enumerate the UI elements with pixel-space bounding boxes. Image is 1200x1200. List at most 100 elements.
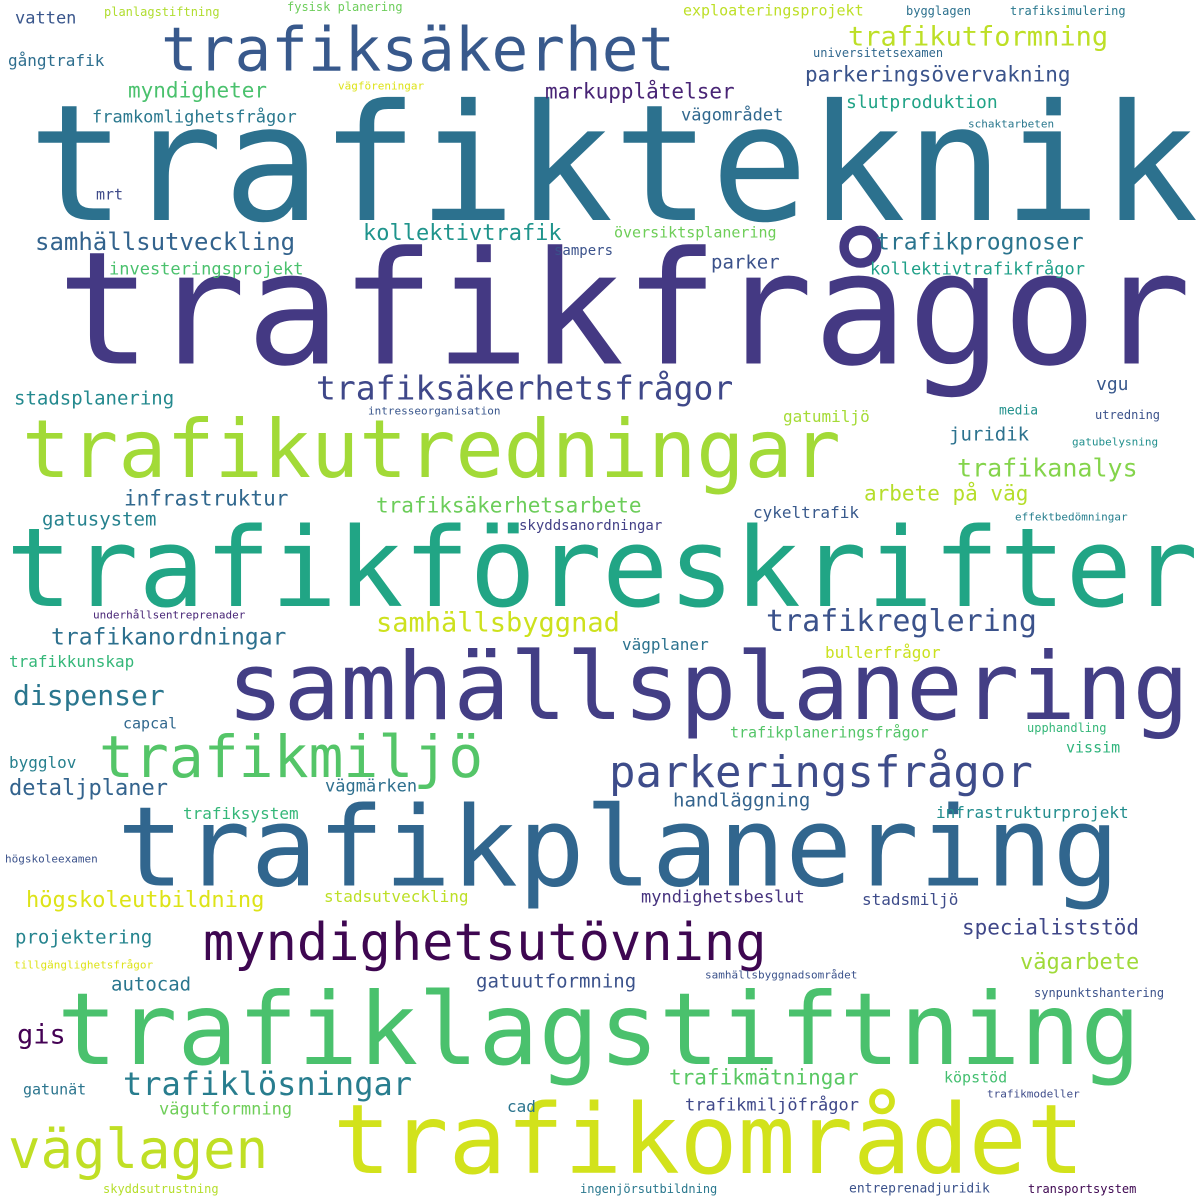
cloud-word: kollektivtrafikfrågor <box>870 259 1085 280</box>
cloud-word: stadsplanering <box>14 387 175 410</box>
cloud-word: trafikutformning <box>848 21 1109 53</box>
cloud-word: infrastruktur <box>124 486 289 511</box>
cloud-word: schaktarbeten <box>968 117 1055 131</box>
cloud-word: trafikmodeller <box>987 1087 1080 1101</box>
cloud-word: samhällsplanering <box>227 633 1190 742</box>
cloud-word: gatubelysning <box>1072 435 1159 449</box>
cloud-word: specialiststöd <box>962 915 1140 940</box>
cloud-word: trafikmätningar <box>669 1065 859 1090</box>
cloud-word: skyddsanordningar <box>519 518 663 534</box>
cloud-word: intresseorganisation <box>368 404 501 418</box>
cloud-word: effektbedömningar <box>1015 510 1128 524</box>
cloud-word: trafikplanering <box>117 783 1120 913</box>
cloud-word: projektering <box>15 926 153 949</box>
cloud-word: myndighetsutövning <box>203 913 767 973</box>
cloud-word: autocad <box>111 973 192 996</box>
cloud-word: vägföreningar <box>338 79 425 93</box>
cloud-word: tillgänglighetsfrågor <box>14 958 154 972</box>
cloud-word: media <box>999 403 1039 419</box>
cloud-word: vägområdet <box>681 105 784 126</box>
cloud-word: trafikutredningar <box>22 403 841 496</box>
cloud-word: capcal <box>123 714 178 733</box>
cloud-word: samhällsutveckling <box>35 228 296 256</box>
cloud-word: trafiksäkerhetsfrågor <box>316 368 734 408</box>
cloud-word: utredning <box>1095 408 1161 422</box>
cloud-word: planlagstiftning <box>104 5 220 19</box>
cloud-word: trafiksimulering <box>1010 4 1126 18</box>
cloud-word: trafikreglering <box>766 604 1037 639</box>
cloud-word: bygglov <box>9 753 77 772</box>
cloud-word: synpunktshantering <box>1034 986 1165 1000</box>
cloud-word: trafiklösningar <box>123 1065 412 1103</box>
cloud-word: underhållsentreprenader <box>93 608 246 622</box>
cloud-word: vägutformning <box>159 1099 293 1120</box>
cloud-word: framkomlighetsfrågor <box>92 107 297 128</box>
cloud-word: transportsystem <box>1028 1182 1137 1196</box>
cloud-word: vägplaner <box>622 635 709 654</box>
cloud-word: samhällsbyggnadsområdet <box>705 968 858 982</box>
cloud-word: gatumiljö <box>783 407 870 426</box>
cloud-word: investeringsprojekt <box>109 259 304 280</box>
cloud-word: markupplåtelser <box>545 79 735 104</box>
cloud-word: trafikprognoser <box>876 229 1084 256</box>
cloud-word: skyddsutrustning <box>103 1182 219 1196</box>
cloud-word: trafikområdet <box>333 1084 1085 1196</box>
cloud-word: infrastrukturprojekt <box>936 803 1129 822</box>
cloud-word: trafiksystem <box>183 804 299 823</box>
cloud-word: cykeltrafik <box>753 503 859 522</box>
cloud-word: exploateringsprojekt <box>683 1 864 20</box>
cloud-word: vgu <box>1096 374 1129 395</box>
cloud-word: parkeringsfrågor <box>609 747 1033 798</box>
cloud-word: köpstöd <box>944 1068 1008 1087</box>
cloud-word: stadsmiljö <box>862 890 959 909</box>
cloud-word: myndighetsbeslut <box>641 887 805 908</box>
cloud-word: gis <box>17 1019 66 1051</box>
cloud-word: bygglagen <box>906 4 972 18</box>
cloud-word: dispenser <box>13 679 165 712</box>
cloud-word: slutproduktion <box>846 92 998 113</box>
cloud-word: myndigheter <box>128 78 268 103</box>
cloud-word: trafiksäkerhet <box>161 14 676 86</box>
cloud-word: trafikteknik <box>28 71 1199 259</box>
cloud-word: stadsutveckling <box>324 887 469 906</box>
cloud-word: trafiklagstiftning <box>57 971 1141 1088</box>
cloud-word: trafikföreskrifter <box>6 504 1199 632</box>
cloud-word: väglagen <box>8 1118 269 1181</box>
cloud-word: gatusystem <box>42 508 157 531</box>
cloud-word: handläggning <box>673 789 811 812</box>
cloud-word: vägmärken <box>325 776 418 797</box>
cloud-word: fysisk planering <box>287 0 403 14</box>
cloud-word: trafikmiljöfrågor <box>685 1095 859 1116</box>
cloud-word: mrt <box>96 185 124 204</box>
cloud-word: vatten <box>15 8 77 29</box>
cloud-word: universitetsexamen <box>813 46 944 60</box>
cloud-word: cad <box>507 1097 536 1116</box>
cloud-word: upphandling <box>1027 721 1107 735</box>
cloud-word: högskoleexamen <box>5 852 98 866</box>
cloud-word: trafikmiljö <box>99 723 484 791</box>
cloud-word: översiktsplanering <box>614 223 777 242</box>
cloud-word: entreprenadjuridik <box>849 1181 990 1197</box>
cloud-word: högskoleutbildning <box>26 888 265 913</box>
cloud-word: vissim <box>1066 738 1121 757</box>
cloud-word: parkeringsövervakning <box>805 62 1071 87</box>
cloud-word: sampers <box>554 243 614 259</box>
cloud-word: gatuutformning <box>476 970 637 993</box>
cloud-word: gatunät <box>23 1080 87 1099</box>
cloud-word: trafikplaneringsfrågor <box>730 723 929 742</box>
cloud-word: samhällsbyggnad <box>376 607 620 639</box>
cloud-word: vägarbete <box>1020 950 1140 975</box>
cloud-word: trafikanalys <box>957 453 1138 483</box>
cloud-word: trafikkunskap <box>9 652 135 671</box>
cloud-word: detaljplaner <box>9 776 168 801</box>
cloud-word: arbete på väg <box>864 481 1029 506</box>
cloud-word: trafikanordningar <box>51 624 287 651</box>
cloud-word: parker <box>711 251 780 274</box>
cloud-word: trafikfrågor <box>57 218 1192 402</box>
cloud-word: gångtrafik <box>8 51 105 70</box>
cloud-word: ingenjörsutbildning <box>580 1182 718 1196</box>
cloud-word: trafiksäkerhetsarbete <box>376 493 642 518</box>
cloud-word: kollektivtrafik <box>363 221 562 246</box>
cloud-word: juridik <box>949 423 1030 446</box>
